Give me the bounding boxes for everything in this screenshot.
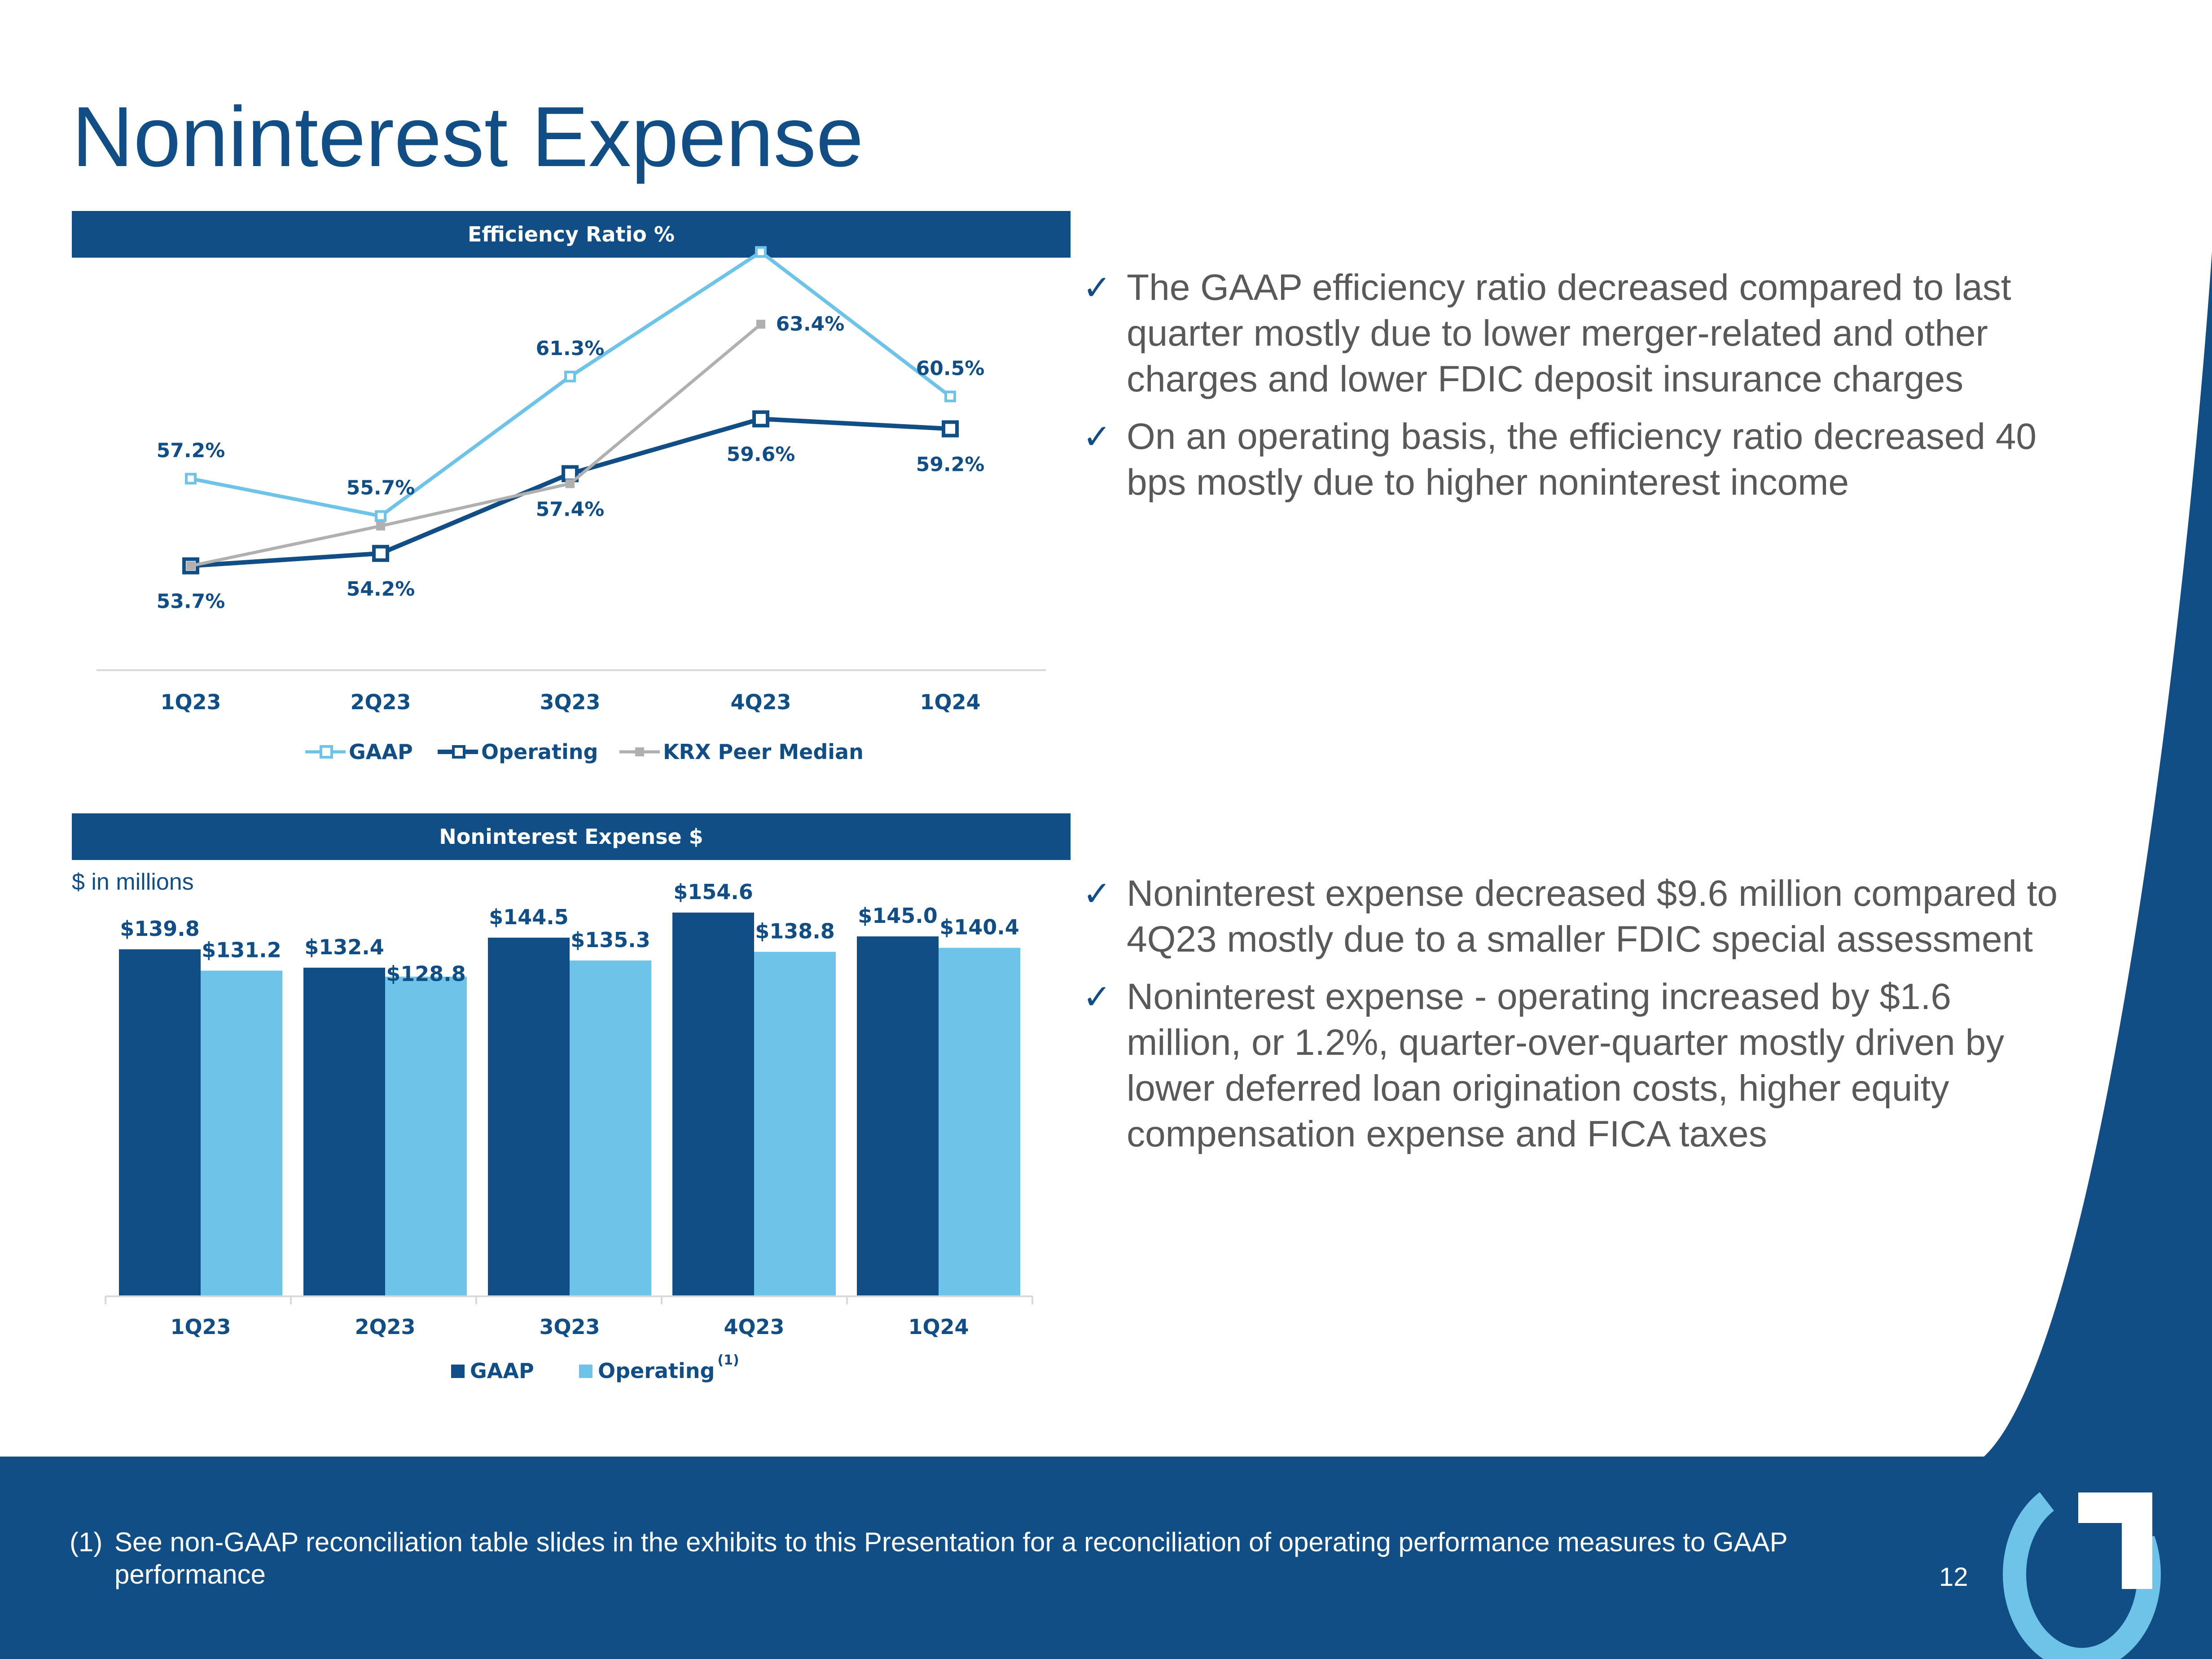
page-title: Noninterest Expense [72, 89, 864, 184]
footnote-text: See non-GAAP reconciliation table slides… [114, 1527, 1787, 1589]
bar-operating [201, 970, 282, 1296]
check-icon: ✓ [1083, 417, 1111, 456]
noninterest-expense-chart: $139.8$131.21Q23$132.4$128.82Q23$144.5$1… [105, 880, 1033, 1383]
data-point [942, 420, 959, 438]
data-point [752, 410, 769, 428]
data-label: $135.3 [571, 928, 650, 952]
x-tick-label: 1Q24 [920, 690, 980, 714]
x-tick-label: 1Q23 [170, 1315, 231, 1339]
footnote: (1) See non-GAAP reconciliation table sl… [70, 1526, 1856, 1591]
bar-operating [939, 948, 1020, 1296]
bullet-item: ✓ On an operating basis, the efficiency r… [1077, 414, 2065, 505]
data-point [372, 544, 389, 562]
bar-operating [754, 952, 836, 1296]
x-tick-label: 1Q24 [908, 1315, 969, 1339]
page-number: 12 [1939, 1562, 1968, 1592]
check-icon: ✓ [1083, 268, 1111, 307]
legend-swatch-marker [452, 745, 465, 759]
data-label: 53.7% [157, 590, 225, 613]
data-label: 55.7% [347, 477, 415, 500]
x-tick-label: 1Q23 [160, 690, 221, 714]
bullet-text: Noninterest expense - operating increase… [1127, 976, 2005, 1154]
check-icon: ✓ [1083, 977, 1111, 1017]
corner-swoosh [1984, 251, 2212, 1457]
data-label: $132.4 [304, 935, 384, 959]
data-label: 63.4% [776, 312, 845, 335]
bottom-bullets: ✓ Noninterest expense decreased $9.6 mill… [1077, 871, 2065, 1169]
x-tick-label: 2Q23 [355, 1315, 415, 1339]
bar-operating [385, 976, 467, 1296]
x-tick-label: 4Q23 [724, 1315, 784, 1339]
x-tick-label: 2Q23 [350, 690, 411, 714]
data-point [186, 561, 195, 571]
legend-label: GAAP [470, 1359, 534, 1383]
data-label: $138.8 [755, 919, 835, 943]
bar-gaap [672, 913, 754, 1296]
bullet-item: ✓ The GAAP efficiency ratio decreased com… [1077, 265, 2065, 402]
bar-gaap [488, 937, 570, 1296]
footer-band [0, 1457, 2212, 1659]
legend-swatch-marker [635, 747, 644, 756]
data-label: 59.2% [916, 453, 985, 476]
x-tick-label: 4Q23 [730, 690, 791, 714]
top-bullets: ✓ The GAAP efficiency ratio decreased com… [1077, 265, 2065, 517]
data-label: 57.2% [157, 439, 225, 462]
data-point [944, 391, 956, 403]
data-label: $154.6 [673, 880, 753, 904]
legend-swatch [579, 1365, 592, 1378]
bullet-item: ✓ Noninterest expense - operating increas… [1077, 974, 2065, 1157]
bar-gaap [857, 936, 939, 1296]
legend-swatch-marker [320, 745, 333, 759]
units-label: $ in millions [72, 869, 194, 895]
data-point [755, 246, 767, 258]
bar-gaap [119, 949, 201, 1296]
data-label: 60.5% [916, 357, 985, 380]
data-point [375, 510, 386, 522]
data-label: $128.8 [386, 962, 466, 986]
data-label: 54.2% [347, 578, 415, 601]
bullet-text: The GAAP efficiency ratio decreased comp… [1127, 267, 2011, 399]
check-icon: ✓ [1083, 873, 1111, 913]
efficiency-chart-title: Efficiency Ratio % [72, 211, 1071, 258]
data-label: $145.0 [858, 904, 938, 928]
data-point [566, 479, 575, 488]
x-tick-label: 3Q23 [540, 690, 600, 714]
bullet-text: Noninterest expense decreased $9.6 milli… [1127, 873, 2058, 960]
legend-label: Operating [481, 740, 598, 764]
data-label: 61.3% [536, 337, 605, 360]
efficiency-ratio-chart: 57.2% 55.7% 61.3% 66.3% 60.5% 53.7% 54.2% 57.4%… [157, 212, 985, 613]
data-label: $131.2 [202, 938, 281, 962]
data-label: 57.4% [536, 498, 605, 521]
series-line-krx-peer-median [190, 323, 762, 568]
footnote-marker: (1) [70, 1527, 103, 1557]
legend-label: GAAP [349, 740, 413, 764]
data-label: $139.8 [120, 917, 200, 941]
expense-chart-title: Noninterest Expense $ [72, 813, 1071, 860]
data-label: $144.5 [489, 905, 569, 929]
legend-label: Operating [598, 1359, 715, 1383]
efficiency-ratio-axis: 1Q23 2Q23 3Q23 4Q23 1Q24 GAAP Operating KRX Pee… [97, 669, 1046, 764]
bullet-item: ✓ Noninterest expense decreased $9.6 mill… [1077, 871, 2065, 962]
bar-gaap [303, 967, 385, 1296]
data-point [564, 370, 576, 382]
company-logo [2002, 1492, 2161, 1659]
bullet-text: On an operating basis, the efficiency ra… [1127, 416, 2036, 503]
bar-operating [570, 960, 651, 1296]
data-point [185, 473, 197, 485]
legend-label: KRX Peer Median [663, 740, 864, 764]
data-point [756, 320, 765, 329]
data-point [376, 521, 385, 531]
data-label: 59.6% [727, 443, 795, 466]
x-tick-label: 3Q23 [539, 1315, 600, 1339]
data-label: $140.4 [939, 915, 1019, 939]
data-label: 66.3% [727, 212, 795, 235]
legend-swatch [451, 1365, 465, 1378]
legend-superscript: (1) [717, 1352, 739, 1368]
